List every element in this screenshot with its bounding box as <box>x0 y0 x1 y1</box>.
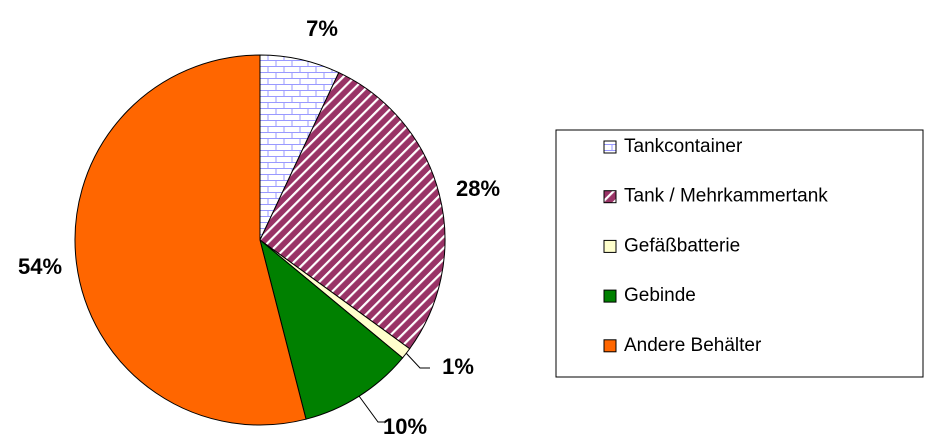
leader-line <box>358 395 386 423</box>
pie-slice <box>74 54 307 426</box>
legend-label: Tankcontainer <box>624 136 743 157</box>
legend-label: Andere Behälter <box>624 335 762 356</box>
data-label: 1% <box>442 354 474 379</box>
legend-label: Tank / Mehrkammertank <box>624 186 828 207</box>
data-label: 54% <box>18 254 62 279</box>
data-label: 28% <box>456 176 500 201</box>
pie-slice <box>259 71 446 350</box>
legend-swatch <box>603 289 617 303</box>
legend-swatch <box>603 140 617 154</box>
legend-box <box>555 129 924 378</box>
legend-label: Gefäßbatterie <box>624 235 740 256</box>
pie-slice <box>259 238 404 420</box>
legend-swatch <box>603 239 617 253</box>
legend-swatch <box>603 190 617 204</box>
leader-line <box>405 352 430 369</box>
legend-label: Gebinde <box>624 285 696 306</box>
data-label: 10% <box>383 414 427 434</box>
data-label: 7% <box>306 16 338 41</box>
legend-swatch <box>603 339 617 353</box>
